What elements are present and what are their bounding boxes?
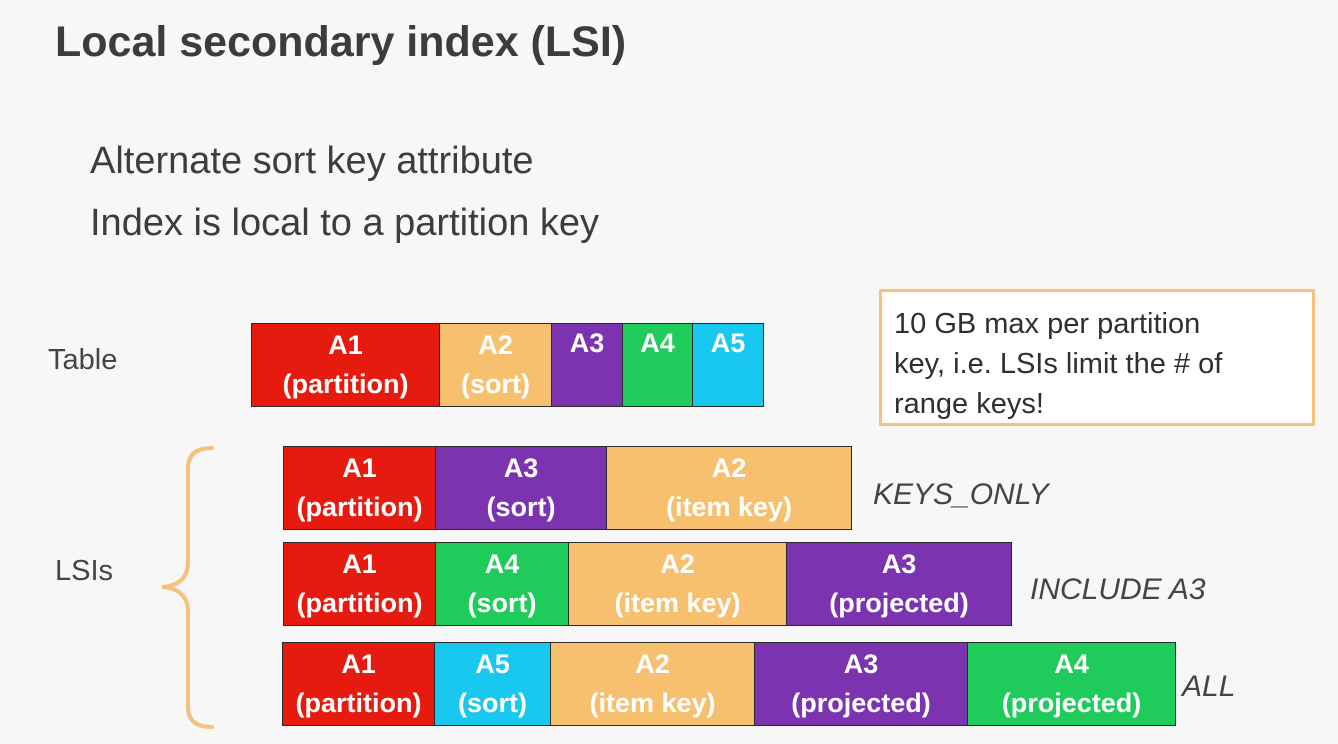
projection-tag-keys-only: KEYS_ONLY: [873, 478, 1049, 511]
lsis-label: LSIs: [55, 555, 114, 587]
lsi-row-all: A1 (partition) A5 (sort) A2 (item key) A3 (p…: [282, 642, 1176, 726]
partition-limit-note: 10 GB max per partition key, i.e. LSIs l…: [879, 289, 1315, 426]
lsi-cell-a3: A3 (sort): [436, 446, 607, 530]
table-cell-a2: A2 (sort): [440, 323, 552, 407]
note-line: 10 GB max per partition: [894, 308, 1201, 340]
lsi-cell-a4: A4 (sort): [436, 542, 569, 626]
bullet-sort-key: Alternate sort key attribute: [90, 140, 534, 182]
note-line: key, i.e. LSIs limit the # of: [894, 348, 1223, 380]
table-cell-a4: A4: [623, 323, 693, 407]
note-line: range keys!: [894, 388, 1044, 420]
lsi-cell-a1: A1 (partition): [283, 446, 436, 530]
lsi-row-keys-only: A1 (partition) A3 (sort) A2 (item key): [283, 446, 852, 530]
table-cell-a3: A3: [552, 323, 623, 407]
lsi-cell-a3: A3 (projected): [787, 542, 1012, 626]
table-label: Table: [48, 344, 118, 376]
table-cell-a5: A5: [693, 323, 764, 407]
bullet-local-index: Index is local to a partition key: [90, 202, 600, 244]
lsi-cell-a2: A2 (item key): [607, 446, 852, 530]
lsi-row-include-a3: A1 (partition) A4 (sort) A2 (item key) A3 (p…: [283, 542, 1012, 626]
projection-tag-all: ALL: [1182, 670, 1236, 703]
lsi-cell-a2: A2 (item key): [569, 542, 787, 626]
lsi-cell-a1: A1 (partition): [282, 642, 435, 726]
lsi-cell-a4: A4 (projected): [968, 642, 1176, 726]
slide-title: Local secondary index (LSI): [55, 18, 627, 66]
projection-tag-include-a3: INCLUDE A3: [1030, 573, 1206, 606]
lsi-cell-a2: A2 (item key): [551, 642, 755, 726]
table-attribute-row: A1 (partition) A2 (sort) A3 A4 A5: [251, 323, 764, 407]
brace-icon: [161, 446, 214, 729]
lsi-cell-a1: A1 (partition): [283, 542, 436, 626]
lsi-cell-a3: A3 (projected): [755, 642, 968, 726]
lsi-cell-a5: A5 (sort): [435, 642, 551, 726]
table-cell-a1: A1 (partition): [251, 323, 440, 407]
